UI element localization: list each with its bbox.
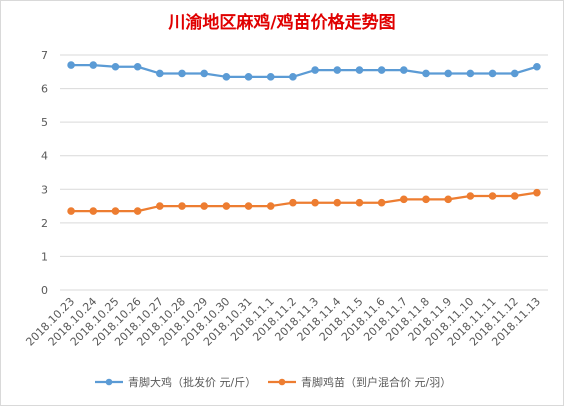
legend-marker — [278, 378, 286, 386]
chart-title: 川渝地区麻鸡/鸡苗价格走势图 — [168, 13, 396, 33]
data-point — [333, 66, 342, 74]
y-tick-label: 1 — [41, 250, 48, 263]
data-point — [289, 73, 297, 81]
data-point — [355, 198, 364, 207]
y-tick-label: 7 — [41, 49, 48, 62]
data-point — [156, 202, 164, 210]
data-point — [89, 207, 98, 215]
data-point — [466, 69, 475, 78]
legend-label: 青脚鸡苗（到户混合价 元/羽） — [301, 375, 451, 389]
data-point — [133, 207, 142, 215]
data-point — [377, 198, 386, 207]
data-point — [133, 62, 142, 71]
legend-label: 青脚大鸡（批发价 元/斤） — [128, 375, 256, 389]
data-point — [111, 207, 120, 215]
data-point — [444, 69, 452, 78]
data-point — [355, 66, 364, 74]
data-point — [422, 69, 430, 78]
data-point — [333, 198, 342, 207]
data-point — [266, 202, 275, 210]
data-point — [533, 62, 541, 71]
y-tick-label: 5 — [41, 116, 48, 129]
data-point — [311, 66, 319, 74]
y-tick-label: 2 — [41, 217, 48, 230]
y-tick-label: 4 — [41, 150, 48, 163]
data-point — [266, 73, 275, 81]
y-tick-label: 3 — [41, 183, 48, 196]
data-point — [289, 198, 297, 207]
data-point — [400, 195, 408, 204]
data-point — [510, 192, 519, 200]
data-point — [400, 66, 408, 74]
data-point — [111, 62, 120, 71]
data-point — [244, 202, 253, 210]
data-point — [377, 66, 386, 74]
series-line — [71, 191, 538, 213]
data-point — [156, 69, 164, 78]
data-point — [422, 195, 430, 204]
data-point — [466, 192, 475, 200]
data-point — [488, 192, 497, 200]
data-point — [510, 69, 519, 78]
y-tick-label: 0 — [41, 284, 48, 297]
data-point — [67, 61, 75, 69]
data-point — [222, 202, 231, 210]
data-point — [178, 202, 186, 210]
y-tick-label: 6 — [41, 83, 48, 96]
data-point — [200, 202, 208, 210]
data-point — [311, 198, 319, 207]
data-point — [89, 61, 98, 69]
data-point — [444, 195, 452, 204]
data-point — [488, 69, 497, 78]
legend-marker — [105, 378, 113, 386]
data-point — [244, 73, 253, 81]
series-line — [71, 63, 538, 78]
data-point — [533, 188, 541, 197]
data-point — [200, 69, 208, 78]
data-point — [222, 73, 231, 81]
data-point — [67, 207, 75, 215]
data-point — [178, 69, 186, 78]
